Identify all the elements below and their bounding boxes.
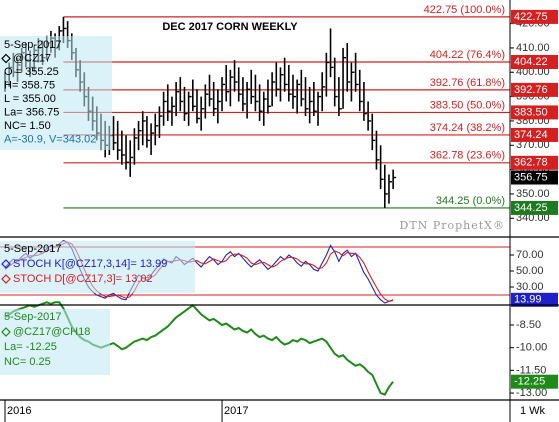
y-tick-label: -11.50 (516, 364, 546, 376)
x-tick-label: 2016 (7, 405, 31, 417)
info-box (0, 309, 110, 375)
chart-title: DEC 2017 CORN WEEKLY (162, 21, 298, 33)
x-tick-label: 2017 (224, 405, 248, 417)
price-box-label: 404.22 (514, 56, 548, 68)
info-text: O = 355.25 (4, 66, 59, 78)
price-box-label: 383.50 (514, 106, 548, 118)
legend-label: STOCH K[@CZ17,3,14]= 13.99 (13, 258, 167, 270)
y-tick-label: 50.00 (516, 265, 544, 277)
price-box (511, 200, 558, 215)
price-box (511, 9, 558, 24)
info-box (0, 36, 112, 150)
price-box-label: 422.75 (514, 11, 548, 23)
watermark: DTN ProphetX® (400, 219, 505, 232)
y-tick-label: 410.00 (516, 42, 550, 54)
info-text: NC= 1.50 (4, 120, 51, 132)
last-value-label: 13.99 (514, 294, 542, 306)
period-label: 1 Wk (520, 405, 546, 417)
y-tick-label: 400.00 (516, 66, 550, 78)
price-box (511, 155, 558, 170)
fib-label: 383.50 (50.0%) (430, 99, 505, 111)
y-tick-label: -13.00 (516, 387, 547, 399)
fib-label: 362.78 (23.6%) (430, 150, 505, 162)
last-value-box (511, 374, 558, 389)
fib-label: 374.24 (38.2%) (430, 122, 505, 134)
last-price-label: 356.75 (514, 171, 548, 183)
info-box (0, 241, 195, 293)
last-value-label: -12.25 (514, 376, 545, 388)
info-text: L = 355.00 (4, 93, 56, 105)
price-box-label: 362.78 (514, 157, 548, 169)
info-text: A=-30.9, V=343.02 (4, 133, 96, 145)
fib-label: 422.75 (100.0%) (424, 4, 505, 16)
last-price-box (511, 170, 558, 185)
price-box (511, 127, 558, 142)
fib-label: 344.25 (0.0%) (436, 195, 505, 207)
price-box (511, 82, 558, 97)
y-tick-label: 30.00 (516, 281, 544, 293)
y-tick-label: 70.00 (516, 249, 544, 261)
y-tick-label: 350.00 (516, 188, 550, 200)
legend-marker (1, 259, 11, 269)
legend-marker (1, 53, 11, 64)
price-box (511, 54, 558, 69)
legend-marker (1, 274, 11, 284)
y-tick-label: 340.00 (516, 212, 550, 224)
info-text: La= -12.25 (4, 341, 57, 353)
price-box-label: 374.24 (514, 129, 548, 141)
price-box (511, 105, 558, 120)
y-tick-label: -8.50 (516, 319, 541, 331)
info-text: 5-Sep-2017 (4, 243, 62, 255)
info-text: La= 356.75 (4, 106, 59, 118)
fib-label: 392.76 (61.8%) (430, 77, 505, 89)
legend-label: STOCH D[@CZ17,3]= 13.02 (13, 273, 153, 285)
info-text: @CZ17 (13, 52, 51, 64)
price-box-label: 392.76 (514, 84, 548, 96)
info-text: H= 358.75 (4, 79, 55, 91)
info-text: 5-Sep-2017 (4, 311, 62, 323)
price-box-label: 344.25 (514, 202, 548, 214)
info-text: 5-Sep-2017 (4, 39, 62, 51)
legend-marker (1, 327, 11, 337)
y-tick-label: -10.00 (516, 342, 547, 354)
fib-label: 404.22 (76.4%) (430, 49, 505, 61)
info-text: NC= 0.25 (4, 356, 51, 368)
y-tick-label: 370.00 (516, 139, 550, 151)
legend-label: @CZ17@CH18 (13, 326, 90, 338)
last-value-box (511, 292, 558, 307)
